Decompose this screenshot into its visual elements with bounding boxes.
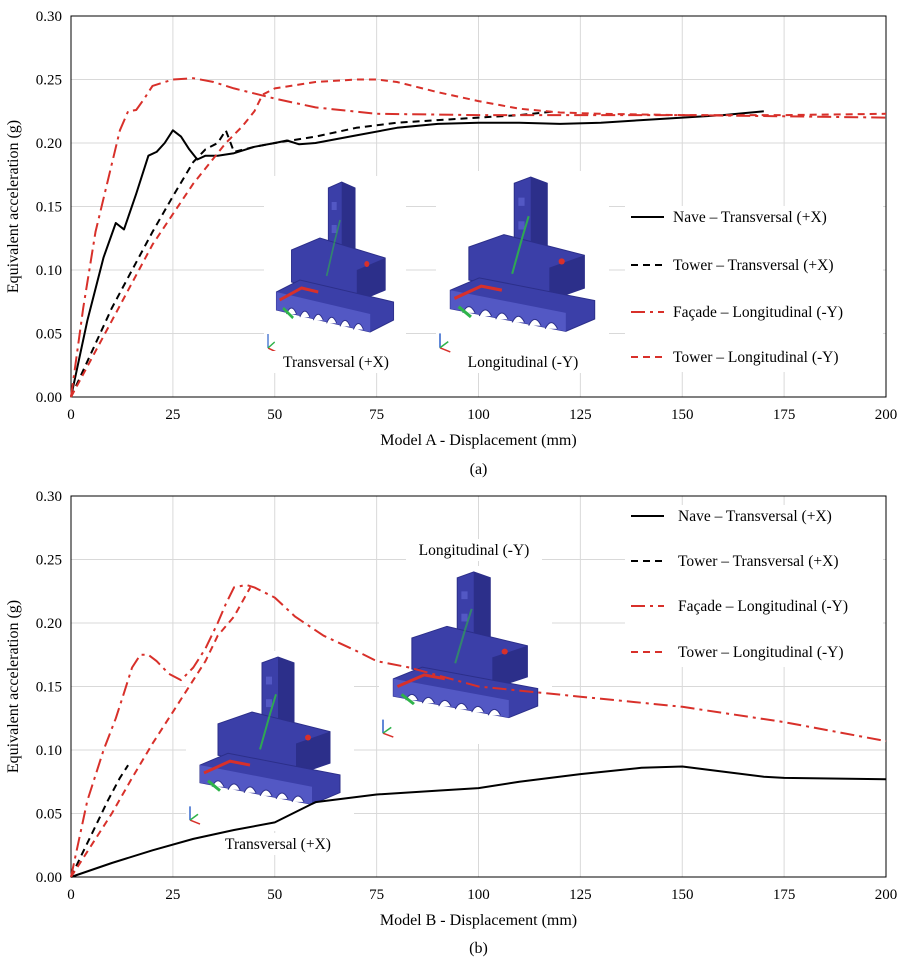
church-model-icon <box>439 176 596 353</box>
y-tick-label: 0.25 <box>36 553 62 569</box>
legend-entry: Tower – Transversal (+X) <box>673 257 833 274</box>
legend-entry: Façade – Longitudinal (-Y) <box>673 304 843 321</box>
y-tick-label: 0.05 <box>36 807 62 823</box>
x-tick-label: 200 <box>875 407 898 423</box>
legend-backdrop <box>625 505 883 667</box>
church-model-icon <box>382 571 539 738</box>
x-tick-label: 100 <box>467 887 490 903</box>
inset-model: Longitudinal (-Y) <box>379 539 552 744</box>
series-line-2 <box>70 77 887 398</box>
inset-model: Transversal (+X) <box>186 651 354 855</box>
panel-caption: (a) <box>470 461 488 478</box>
panel-caption: (b) <box>469 940 488 957</box>
series-line-2 <box>70 583 887 878</box>
x-axis-title: Model B - Displacement (mm) <box>380 912 577 929</box>
inset-label-backdrop <box>268 351 404 373</box>
y-axis-title: Equivalent acceleration (g) <box>5 600 22 773</box>
series-line-1 <box>70 110 557 398</box>
x-tick-label: 0 <box>67 407 75 423</box>
church-model-icon <box>267 181 395 353</box>
series-line-3 <box>70 586 252 878</box>
y-tick-label: 0.00 <box>36 390 62 406</box>
x-tick-label: 175 <box>773 887 796 903</box>
x-tick-label: 175 <box>773 407 796 423</box>
series-line-0 <box>70 765 887 878</box>
x-tick-label: 50 <box>267 407 282 423</box>
legend-entry: Tower – Longitudinal (-Y) <box>678 644 844 661</box>
inset-model: Longitudinal (-Y) <box>436 171 609 373</box>
series-line-3 <box>70 78 887 398</box>
inset-label-backdrop <box>210 833 346 855</box>
plot-frame <box>70 15 887 398</box>
x-tick-label: 150 <box>671 407 694 423</box>
church-model-icon <box>189 656 341 825</box>
inset-label: Transversal (+X) <box>225 836 331 853</box>
x-tick-label: 125 <box>569 407 592 423</box>
legend-backdrop <box>625 206 883 372</box>
y-tick-label: 0.15 <box>36 680 62 696</box>
legend: Nave – Transversal (+X) Tower – Transvers… <box>625 206 883 372</box>
y-tick-label: 0.05 <box>36 327 62 343</box>
legend-entry: Nave – Transversal (+X) <box>673 209 827 226</box>
legend: Nave – Transversal (+X) Tower – Transvers… <box>625 505 883 667</box>
x-tick-label: 150 <box>671 887 694 903</box>
series-line-0 <box>70 110 764 398</box>
x-tick-label: 25 <box>165 887 180 903</box>
y-tick-label: 0.10 <box>36 743 62 759</box>
inset-label: Longitudinal (-Y) <box>468 354 579 371</box>
inset-label-backdrop <box>455 351 591 373</box>
x-tick-label: 25 <box>165 407 180 423</box>
inset-label: Transversal (+X) <box>283 354 389 371</box>
x-tick-label: 100 <box>467 407 490 423</box>
series-line-1 <box>70 764 129 878</box>
y-tick-label: 0.25 <box>36 73 62 89</box>
y-tick-label: 0.20 <box>36 616 62 632</box>
chart-panel-b: 0 25 50 75 100 125 150 175 200 0.00 0.05 0.10 0.15 0.… <box>5 489 897 957</box>
y-tick-label: 0.30 <box>36 9 62 25</box>
x-tick-label: 75 <box>369 887 384 903</box>
inset-model: Transversal (+X) <box>264 176 406 373</box>
x-tick-label: 125 <box>569 887 592 903</box>
legend-entry: Façade – Longitudinal (-Y) <box>678 598 848 615</box>
y-tick-label: 0.10 <box>36 263 62 279</box>
x-tick-label: 200 <box>875 887 898 903</box>
y-axis-title: Equivalent acceleration (g) <box>5 120 22 293</box>
inset-label: Longitudinal (-Y) <box>419 542 530 559</box>
legend-entry: Tower – Transversal (+X) <box>678 553 838 570</box>
x-tick-label: 75 <box>369 407 384 423</box>
legend-entry: Tower – Longitudinal (-Y) <box>673 349 839 366</box>
y-tick-label: 0.20 <box>36 136 62 152</box>
inset-label-backdrop <box>406 539 542 561</box>
legend-entry: Nave – Transversal (+X) <box>678 508 832 525</box>
chart-panel-a: 0 25 50 75 100 125 150 175 200 0.00 0.05 0.10 0.15 0.… <box>5 9 897 478</box>
x-tick-label: 0 <box>67 887 75 903</box>
x-tick-label: 50 <box>267 887 282 903</box>
x-axis-title: Model A - Displacement (mm) <box>380 432 576 449</box>
plot-frame <box>70 495 887 878</box>
y-tick-label: 0.00 <box>36 870 62 886</box>
y-tick-label: 0.30 <box>36 489 62 505</box>
y-tick-label: 0.15 <box>36 200 62 216</box>
